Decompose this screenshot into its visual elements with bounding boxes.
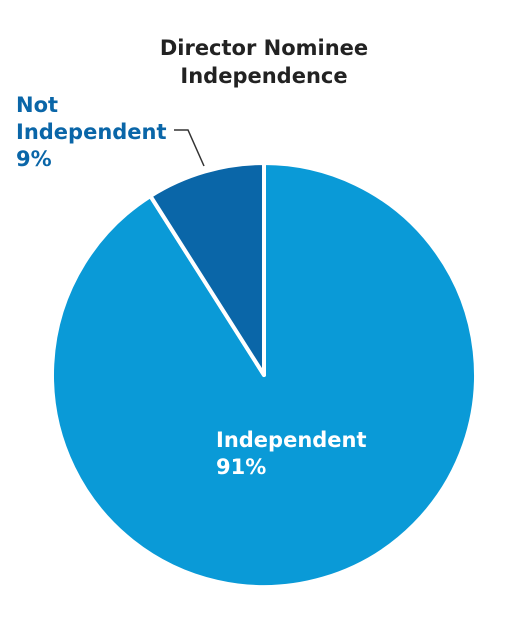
chart-title: Director Nominee Independence	[159, 36, 369, 88]
leader-line	[174, 129, 205, 167]
pie-slice	[148, 161, 266, 377]
slice-label: Independent	[216, 428, 367, 452]
slice-label: Not Independent	[16, 93, 167, 144]
slice-value-label: 91%	[216, 455, 267, 479]
slice-value-label: 9%	[16, 147, 52, 171]
